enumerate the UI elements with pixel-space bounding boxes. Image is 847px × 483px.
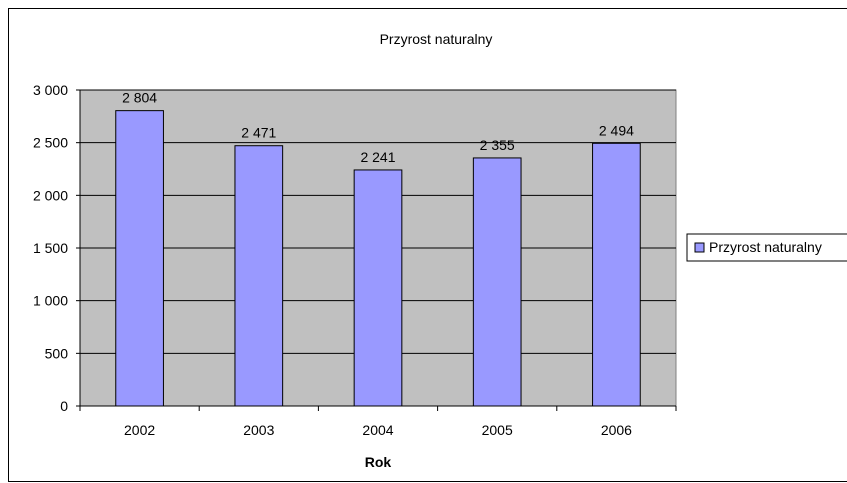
x-tick-label: 2002 [124, 422, 155, 438]
bar-2006[interactable] [592, 142, 641, 407]
legend[interactable]: Przyrost naturalny [686, 233, 847, 262]
x-tick-label: 2005 [482, 422, 513, 438]
y-tick-label: 3 000 [33, 82, 68, 98]
y-tick-label: 2 000 [33, 187, 68, 203]
bar-2003[interactable] [234, 145, 284, 407]
y-tick-label: 1 000 [33, 293, 68, 309]
bar-2005[interactable] [472, 157, 522, 407]
x-tick-label: 2006 [601, 422, 632, 438]
y-tick-label: 1 500 [33, 240, 68, 256]
legend-label: Przyrost naturalny [709, 239, 822, 255]
y-tick-label: 2 500 [33, 135, 68, 151]
x-tick-label: 2003 [243, 422, 274, 438]
bar-2004[interactable] [353, 169, 403, 407]
x-axis-label: Rok [365, 454, 392, 470]
data-label-2005: 2 355 [480, 137, 515, 153]
bar-2002[interactable] [115, 110, 164, 407]
data-label-2002: 2 804 [122, 90, 157, 106]
y-axis-ticks: 0 500 1 000 1 500 2 000 2 500 3 000 [33, 82, 80, 414]
data-labels: 2 804 2 471 2 241 2 355 2 494 [122, 90, 634, 165]
chart-title: Przyrost naturalny [380, 31, 493, 47]
y-tick-label: 500 [45, 345, 69, 361]
data-label-2006: 2 494 [599, 122, 634, 138]
y-tick-label: 0 [60, 398, 68, 414]
data-label-2004: 2 241 [360, 149, 395, 165]
x-tick-label: 2004 [362, 422, 393, 438]
legend-swatch [694, 242, 705, 253]
data-label-2003: 2 471 [241, 125, 276, 141]
bars [115, 110, 641, 407]
legend-box [686, 233, 847, 262]
x-axis-ticks: 2002 2003 2004 2005 2006 [79, 406, 677, 438]
